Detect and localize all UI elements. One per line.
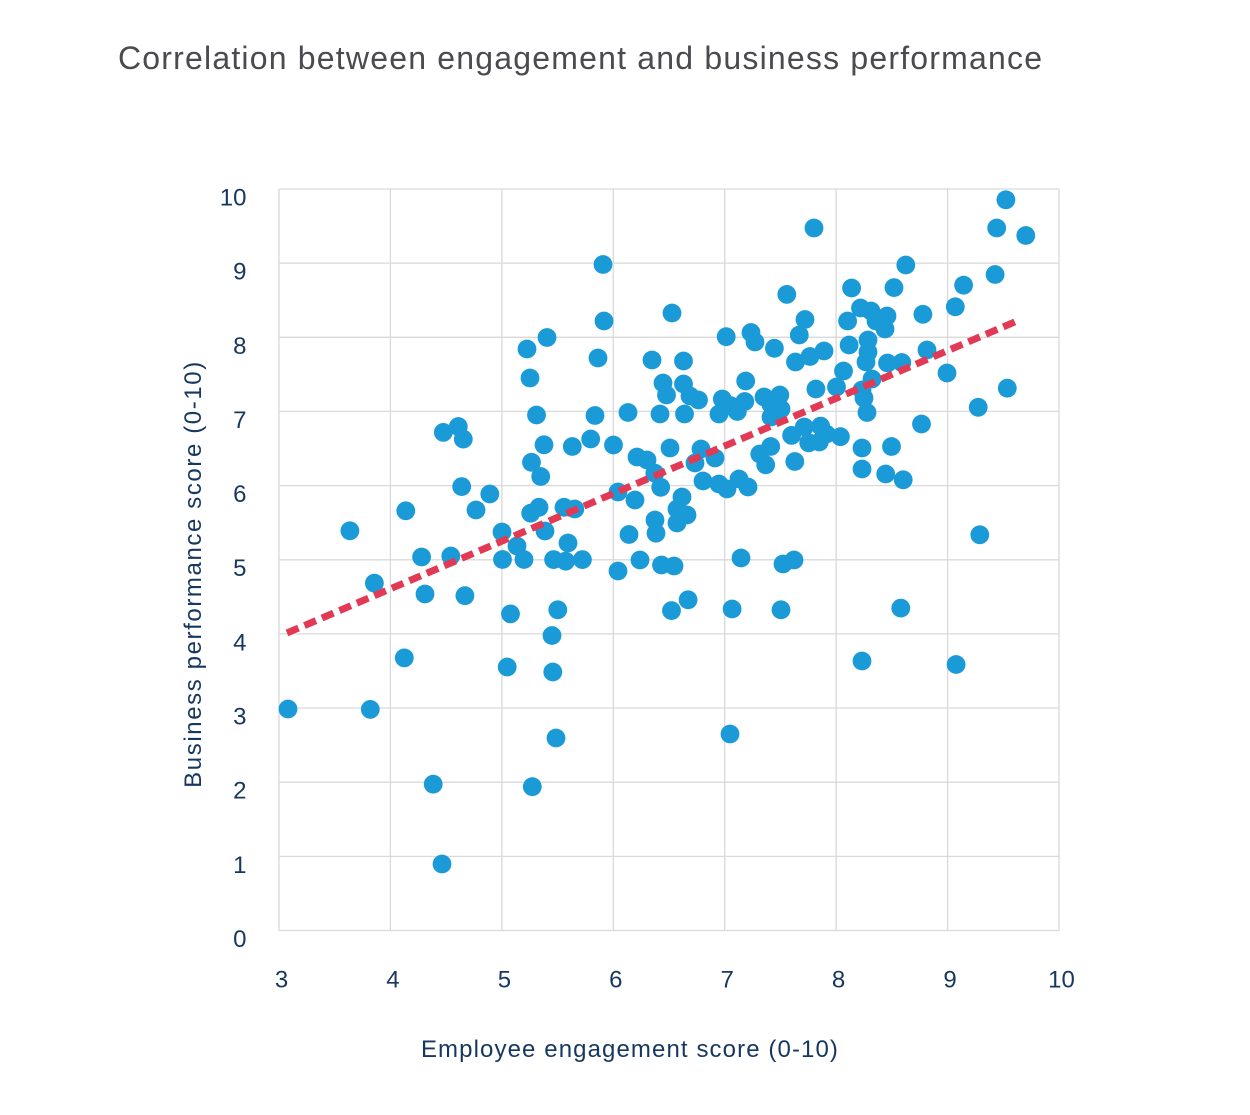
svg-text:5: 5 xyxy=(498,967,511,994)
svg-text:8: 8 xyxy=(233,333,246,360)
svg-text:4: 4 xyxy=(386,967,399,994)
svg-text:10: 10 xyxy=(1048,967,1075,994)
svg-text:Correlation between engagement: Correlation between engagement and busin… xyxy=(118,40,1043,76)
svg-text:10: 10 xyxy=(220,185,247,212)
svg-text:3: 3 xyxy=(275,967,288,994)
svg-text:1: 1 xyxy=(233,852,246,879)
svg-text:9: 9 xyxy=(943,967,956,994)
svg-text:7: 7 xyxy=(721,967,734,994)
svg-text:5: 5 xyxy=(233,555,246,582)
svg-text:6: 6 xyxy=(609,967,622,994)
svg-text:4: 4 xyxy=(233,629,246,656)
svg-text:Business performance score (0-: Business performance score (0-10) xyxy=(180,360,207,788)
svg-text:0: 0 xyxy=(233,926,246,953)
svg-text:2: 2 xyxy=(233,778,246,805)
svg-text:6: 6 xyxy=(233,481,246,508)
svg-text:Employee engagement score (0-1: Employee engagement score (0-10) xyxy=(421,1036,839,1063)
svg-text:8: 8 xyxy=(832,967,845,994)
svg-text:9: 9 xyxy=(233,259,246,286)
svg-text:3: 3 xyxy=(233,704,246,731)
svg-text:7: 7 xyxy=(233,407,246,434)
